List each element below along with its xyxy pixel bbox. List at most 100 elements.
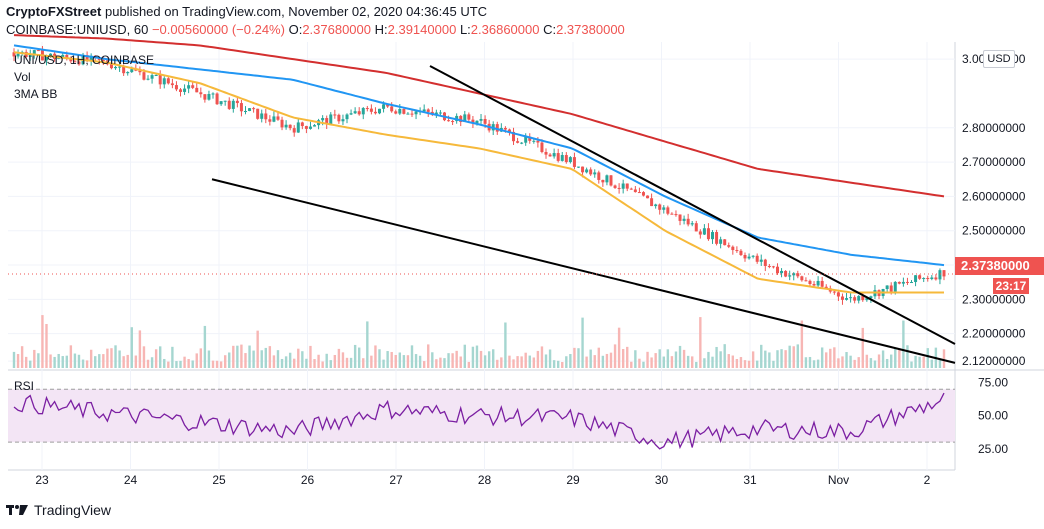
volume-bar	[435, 359, 438, 368]
candle-body	[601, 179, 605, 183]
rsi-line	[13, 392, 945, 450]
volume-bar	[171, 346, 174, 368]
volume-bar	[825, 352, 828, 368]
volume-bar	[755, 360, 759, 368]
candle-body	[12, 52, 16, 57]
volume-bar	[215, 360, 219, 368]
candle-body	[743, 255, 747, 259]
candle-body	[926, 278, 930, 280]
candle-body	[313, 125, 317, 127]
candle-body	[333, 114, 337, 116]
volume-bar	[475, 345, 479, 368]
legend-pair[interactable]: UNI/USD, 1H, COINBASE	[14, 53, 155, 67]
close-value: 2.37380000	[556, 22, 625, 37]
volume-bar	[386, 351, 389, 368]
volume-bar	[236, 345, 239, 368]
volume-bar	[325, 353, 328, 368]
volume-bar	[869, 358, 873, 368]
volume-bar	[816, 359, 820, 368]
candle-body	[44, 56, 48, 61]
currency-button[interactable]: USD	[983, 50, 1015, 68]
ma-blue-line	[13, 44, 945, 267]
volume-bar	[353, 344, 357, 368]
volume-bar	[662, 356, 665, 368]
volume-bar	[569, 354, 572, 368]
candle-body	[524, 136, 528, 143]
volume-bar	[691, 356, 694, 368]
candle-body	[556, 153, 560, 161]
volume-bar	[329, 360, 332, 368]
volume-bar	[642, 361, 645, 368]
volume-bar	[630, 361, 633, 368]
volume-bar	[792, 346, 795, 368]
volume-bar	[142, 346, 146, 368]
volume-bar	[366, 321, 369, 368]
candle-body	[114, 66, 118, 69]
upper-trendline	[429, 65, 956, 345]
volume-bar	[496, 359, 499, 368]
volume-bar	[638, 358, 641, 368]
candle-body	[727, 245, 731, 247]
candle-body	[357, 111, 361, 115]
legend-volume[interactable]: Vol	[14, 70, 31, 84]
candle-body	[410, 113, 414, 115]
volume-bar	[12, 351, 16, 368]
volume-bar	[313, 359, 316, 368]
volume-bar	[118, 350, 121, 368]
candle-body	[138, 70, 142, 73]
candle-body	[248, 108, 252, 112]
legend-rsi[interactable]: RSI	[14, 379, 35, 393]
legend-bb[interactable]: 3MA BB	[14, 87, 58, 101]
candle-body	[215, 93, 219, 105]
volume-bar	[264, 347, 267, 368]
candle-body	[719, 239, 723, 244]
candle-body	[698, 231, 702, 235]
tradingview-logo[interactable]: TradingView	[6, 502, 111, 518]
candle-body	[629, 188, 633, 190]
candle-body	[361, 108, 365, 115]
volume-bar	[138, 330, 142, 368]
low-label: L:	[459, 22, 471, 37]
volume-bar	[890, 354, 893, 368]
volume-bar	[613, 344, 617, 368]
volume-bar	[483, 355, 487, 368]
candle-body	[666, 207, 670, 214]
candle-body	[780, 270, 784, 274]
volume-bar	[926, 348, 929, 368]
volume-bar	[508, 355, 511, 368]
candle-body	[670, 213, 674, 215]
x-tick-label: 30	[655, 473, 669, 487]
candle-body	[832, 291, 836, 293]
candle-body	[694, 223, 698, 232]
volume-bar	[898, 348, 901, 368]
volume-bar	[699, 317, 702, 368]
volume-bar	[284, 356, 288, 368]
volume-bar	[280, 358, 284, 368]
candle-body	[662, 207, 666, 210]
volume-bar	[556, 360, 560, 368]
volume-bar	[715, 346, 718, 368]
volume-bar	[252, 350, 255, 368]
candle-body	[296, 122, 300, 133]
candle-body	[893, 281, 897, 292]
volume-bar	[910, 361, 913, 368]
volume-bar	[837, 358, 840, 368]
volume-bar	[370, 355, 373, 368]
volume-bar	[650, 357, 653, 368]
author-name[interactable]: CryptoFXStreet	[6, 4, 102, 19]
volume-bar	[589, 349, 592, 368]
y-tick-label: 2.30000000	[962, 292, 1026, 306]
candle-body	[711, 232, 715, 240]
candle-body	[520, 142, 524, 144]
candle-body	[321, 118, 325, 121]
candle-body	[572, 157, 576, 167]
volume-bar	[739, 357, 743, 368]
candle-body	[503, 127, 507, 130]
publish-info: CryptoFXStreet published on TradingView.…	[6, 4, 487, 19]
candle-body	[231, 100, 235, 109]
ma-orange-line	[13, 51, 944, 294]
volume-bar	[776, 350, 779, 368]
volume-bar	[796, 344, 799, 368]
volume-bar	[195, 353, 198, 368]
volume-bar	[885, 358, 889, 368]
